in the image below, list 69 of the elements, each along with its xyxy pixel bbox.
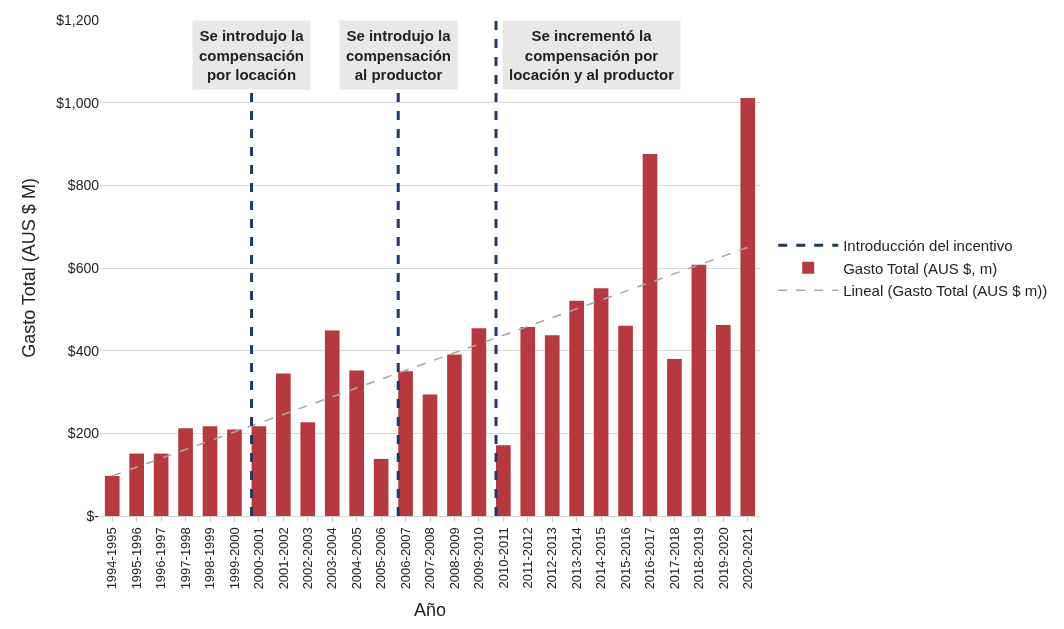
bar	[544, 335, 560, 516]
x-tick-label: 2008-2009	[446, 527, 462, 590]
x-tick-label: 2012-2013	[544, 527, 560, 590]
x-tick-label: 2013-2014	[568, 527, 584, 590]
legend-label: Lineal (Gasto Total (AUS $ m))	[843, 282, 1048, 300]
x-tick-label: 2014-2015	[593, 527, 609, 590]
bar	[324, 330, 340, 516]
x-tick-label: 2006-2007	[397, 527, 413, 590]
x-tick-label: 2000-2001	[251, 527, 267, 590]
bar	[716, 325, 731, 516]
bar	[276, 373, 291, 516]
x-tick-label: 2009-2010	[471, 527, 487, 590]
bar	[349, 370, 364, 516]
x-tick-label: 2002-2003	[300, 527, 316, 590]
bar	[104, 475, 120, 516]
x-tick-label: 2020-2021	[740, 527, 756, 590]
bar	[618, 325, 633, 516]
x-tick-label: 1995-1996	[128, 527, 144, 590]
y-tick-label: $600	[67, 259, 100, 276]
bar	[496, 445, 511, 516]
bar	[227, 429, 242, 516]
ref-line-label: Se introdujo la compensación al productor	[346, 27, 452, 83]
y-axis-title: Gasto Total (AUS $ M)	[19, 178, 40, 358]
bar	[520, 327, 536, 516]
x-tick-label: 2016-2017	[642, 527, 658, 590]
x-tick-label: 2007-2008	[422, 527, 438, 590]
y-tick-label: $1,000	[56, 94, 100, 111]
y-tick-label: $800	[67, 177, 100, 194]
bar	[129, 453, 144, 516]
y-tick-label: $200	[67, 425, 100, 442]
bar	[691, 264, 707, 516]
x-tick-label: 1994-1995	[104, 527, 120, 590]
x-tick-label: 2005-2006	[373, 527, 389, 590]
x-tick-label: 2015-2016	[617, 527, 633, 590]
bar	[178, 428, 193, 516]
y-tick-label: $-	[86, 507, 100, 524]
ref-line-label: Se incrementó la compensación por locación y al productor	[509, 27, 675, 83]
legend-label: Introducción del incentivo	[843, 237, 1013, 255]
bar	[667, 358, 682, 516]
bar	[153, 453, 169, 516]
y-tick-label: $1,200	[56, 11, 100, 28]
bar	[373, 458, 389, 516]
bar	[642, 153, 658, 516]
x-tick-label: 2017-2018	[666, 527, 682, 590]
x-tick-label: 1998-1999	[202, 527, 218, 590]
bar	[740, 98, 756, 516]
bar	[251, 426, 267, 516]
x-axis-title: Año	[413, 600, 447, 621]
y-tick-label: $400	[67, 342, 100, 359]
bar	[471, 328, 487, 516]
bar	[422, 394, 438, 516]
legend-label: Gasto Total (AUS $, m)	[843, 259, 998, 277]
x-tick-label: 1996-1997	[153, 527, 169, 590]
x-tick-label: 2010-2011	[495, 527, 511, 589]
bar	[202, 426, 218, 516]
x-tick-label: 2003-2004	[324, 527, 340, 590]
x-tick-label: 2004-2005	[348, 527, 364, 590]
bar	[447, 354, 462, 516]
x-tick-label: 2001-2002	[275, 527, 291, 590]
bar	[398, 371, 413, 516]
x-tick-label: 1997-1998	[177, 527, 193, 590]
bar	[569, 300, 584, 516]
bar	[593, 288, 609, 516]
x-tick-label: 2018-2019	[691, 527, 707, 590]
x-tick-label: 2019-2020	[715, 527, 731, 590]
bar	[300, 422, 316, 516]
x-tick-label: 2011-2012	[520, 527, 536, 589]
ref-line-label: Se introdujo la compensación por locación	[199, 27, 305, 83]
x-tick-label: 1999-2000	[226, 527, 242, 590]
